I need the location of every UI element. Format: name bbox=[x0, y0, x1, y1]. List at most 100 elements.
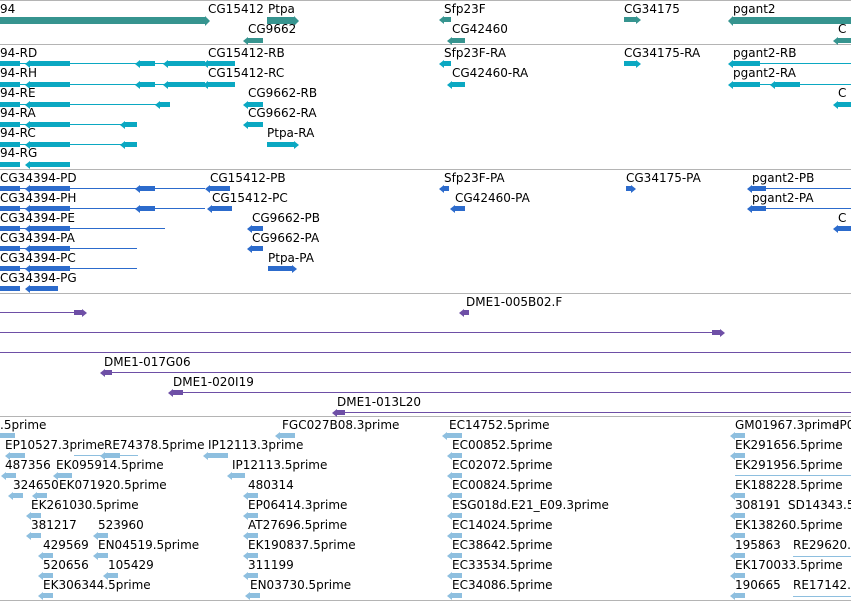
feature-exon-block[interactable] bbox=[30, 61, 70, 66]
feature-exon-block[interactable] bbox=[208, 453, 228, 458]
feature-exon-block[interactable] bbox=[140, 206, 155, 211]
feature-exon-block[interactable] bbox=[452, 573, 462, 578]
feature-exon-block[interactable] bbox=[98, 533, 108, 538]
feature-label[interactable]: EK095914.5prime bbox=[56, 458, 164, 472]
feature-exon-block[interactable] bbox=[452, 493, 462, 498]
feature-exon-block[interactable] bbox=[212, 206, 232, 211]
feature-exon-block[interactable] bbox=[140, 61, 155, 66]
feature-exon-block[interactable] bbox=[733, 82, 760, 87]
feature-intron-line[interactable] bbox=[793, 596, 851, 597]
feature-intron-line[interactable] bbox=[0, 188, 205, 189]
feature-exon-block[interactable] bbox=[452, 533, 462, 538]
feature-label[interactable]: EN03730.5prime bbox=[250, 578, 352, 592]
feature-label[interactable]: IP12113.5prime bbox=[232, 458, 328, 472]
feature-label[interactable]: EK190837.5prime bbox=[248, 538, 356, 552]
feature-intron-line[interactable] bbox=[0, 332, 718, 333]
feature-exon-block[interactable] bbox=[168, 82, 205, 87]
feature-label[interactable]: 190665 bbox=[735, 578, 781, 592]
feature-exon-block[interactable] bbox=[337, 410, 345, 415]
feature-exon-block[interactable] bbox=[30, 122, 70, 127]
feature-label[interactable]: EP10527.3prime bbox=[5, 438, 105, 452]
feature-label[interactable]: EN04519.5prime bbox=[98, 538, 200, 552]
feature-exon-block[interactable] bbox=[10, 453, 25, 458]
feature-intron-line[interactable] bbox=[0, 228, 165, 229]
feature-label[interactable]: EC02072.5prime bbox=[452, 458, 553, 472]
feature-label[interactable]: pgant2 bbox=[733, 2, 776, 16]
feature-label[interactable]: 487356 bbox=[5, 458, 51, 472]
feature-exon-block[interactable] bbox=[0, 61, 20, 66]
feature-exon-block[interactable] bbox=[735, 593, 745, 598]
feature-exon-block[interactable] bbox=[30, 266, 70, 271]
feature-label[interactable]: EK306344.5prime bbox=[43, 578, 151, 592]
feature-intron-line[interactable] bbox=[0, 84, 205, 85]
feature-label[interactable]: CG15412 bbox=[208, 2, 264, 16]
feature-exon-block[interactable] bbox=[455, 206, 465, 211]
feature-label[interactable]: CG15412-RB bbox=[208, 46, 285, 60]
feature-label[interactable]: EC14752.5prime bbox=[449, 418, 550, 432]
feature-label[interactable]: EK261030.5prime bbox=[31, 498, 139, 512]
feature-exon-block[interactable] bbox=[30, 186, 70, 191]
feature-exon-block[interactable] bbox=[735, 533, 745, 538]
feature-intron-line[interactable] bbox=[0, 312, 78, 313]
feature-intron-line[interactable] bbox=[337, 412, 851, 413]
feature-exon-block[interactable] bbox=[452, 453, 462, 458]
feature-exon-block[interactable] bbox=[37, 493, 47, 498]
feature-exon-block[interactable] bbox=[0, 206, 20, 211]
feature-label[interactable]: 308191 bbox=[735, 498, 781, 512]
feature-label[interactable]: CG34394-PC bbox=[0, 251, 76, 265]
feature-label[interactable]: 94-RA bbox=[0, 106, 36, 120]
feature-label[interactable]: GM01967.3prime bbox=[735, 418, 840, 432]
feature-exon-block[interactable] bbox=[248, 122, 263, 127]
feature-label[interactable]: Ptpa-PA bbox=[268, 251, 314, 265]
feature-label[interactable]: Sfp23F-RA bbox=[444, 46, 507, 60]
feature-exon-block[interactable] bbox=[140, 82, 155, 87]
feature-exon-block[interactable] bbox=[248, 513, 258, 518]
feature-label[interactable]: CG34394-PG bbox=[0, 271, 77, 285]
feature-label[interactable]: CG34175-RA bbox=[624, 46, 701, 60]
feature-label[interactable]: C bbox=[838, 86, 847, 100]
feature-exon-block[interactable] bbox=[30, 206, 70, 211]
feature-exon-block[interactable] bbox=[267, 142, 294, 147]
feature-exon-block[interactable] bbox=[74, 310, 82, 315]
feature-exon-block[interactable] bbox=[752, 186, 766, 191]
feature-label[interactable]: 311199 bbox=[248, 558, 294, 572]
feature-label[interactable]: ESG018d.E21_E09.3prime bbox=[452, 498, 609, 512]
feature-exon-block[interactable] bbox=[105, 453, 120, 458]
feature-exon-block[interactable] bbox=[0, 286, 20, 291]
feature-exon-block[interactable] bbox=[267, 17, 294, 24]
feature-exon-block[interactable] bbox=[735, 433, 745, 438]
feature-exon-block[interactable] bbox=[0, 246, 20, 251]
feature-exon-block[interactable] bbox=[624, 61, 636, 66]
feature-label[interactable]: pgant2-PA bbox=[752, 191, 814, 205]
feature-exon-block[interactable] bbox=[0, 17, 205, 24]
feature-exon-block[interactable] bbox=[208, 82, 235, 87]
feature-exon-block[interactable] bbox=[0, 433, 15, 438]
feature-exon-block[interactable] bbox=[838, 102, 851, 107]
feature-label[interactable]: EK138260.5prime bbox=[735, 518, 843, 532]
feature-exon-block[interactable] bbox=[444, 61, 451, 66]
feature-label[interactable]: 520656 bbox=[43, 558, 89, 572]
feature-label[interactable]: DME1-013L20 bbox=[337, 395, 421, 409]
feature-label[interactable]: EC00852.5prime bbox=[452, 438, 553, 452]
feature-label[interactable]: 94 bbox=[0, 2, 16, 16]
feature-label[interactable]: RE74378.5prime bbox=[104, 438, 205, 452]
feature-exon-block[interactable] bbox=[248, 533, 258, 538]
feature-exon-block[interactable] bbox=[252, 226, 263, 231]
feature-exon-block[interactable] bbox=[108, 573, 118, 578]
feature-exon-block[interactable] bbox=[125, 142, 137, 147]
feature-label[interactable]: pgant2-RB bbox=[733, 46, 797, 60]
feature-label[interactable]: 94-RD bbox=[0, 46, 38, 60]
feature-exon-block[interactable] bbox=[30, 82, 70, 87]
feature-exon-block[interactable] bbox=[232, 473, 245, 478]
feature-label[interactable]: RE17142. bbox=[793, 578, 851, 592]
feature-exon-block[interactable] bbox=[43, 553, 53, 558]
feature-exon-block[interactable] bbox=[712, 330, 720, 335]
feature-exon-block[interactable] bbox=[13, 493, 23, 498]
feature-exon-block[interactable] bbox=[30, 102, 70, 107]
feature-intron-line[interactable] bbox=[105, 372, 851, 373]
feature-label[interactable]: 94-RH bbox=[0, 66, 37, 80]
feature-label[interactable]: EC00824.5prime bbox=[452, 478, 553, 492]
feature-label[interactable]: DME1-017G06 bbox=[104, 355, 191, 369]
feature-exon-block[interactable] bbox=[30, 142, 70, 147]
feature-label[interactable]: 105429 bbox=[108, 558, 154, 572]
